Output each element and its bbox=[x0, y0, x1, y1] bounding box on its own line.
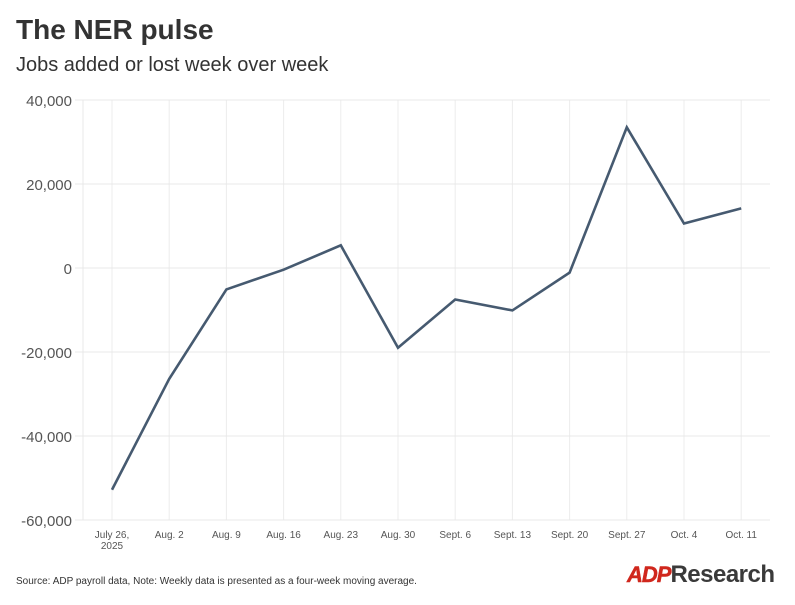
x-tick-label: Oct. 4 bbox=[671, 530, 698, 541]
y-tick-label: 0 bbox=[64, 261, 72, 278]
adp-logo-mark: ADP bbox=[627, 562, 672, 588]
x-tick-label: Aug. 9 bbox=[212, 530, 241, 541]
x-tick-label: Sept. 27 bbox=[608, 530, 646, 541]
y-tick-label: -20,000 bbox=[21, 345, 72, 362]
x-tick-label: Aug. 30 bbox=[381, 530, 416, 541]
chart-subtitle: Jobs added or lost week over week bbox=[16, 54, 329, 76]
logo-research-text: Research bbox=[670, 561, 775, 588]
y-tick-label: 20,000 bbox=[26, 177, 72, 194]
series-line bbox=[110, 124, 742, 491]
x-tick-label: Sept. 6 bbox=[439, 530, 471, 541]
y-tick-label: 40,000 bbox=[26, 93, 72, 110]
adp-research-logo: ADP Research bbox=[627, 561, 775, 589]
x-tick-label: Aug. 16 bbox=[266, 530, 301, 541]
line-chart: 40,000 20,000 0 -20,000 -40,000 -60,000 July 2… bbox=[21, 93, 770, 552]
x-tick-label: Aug. 2 bbox=[155, 530, 184, 541]
x-tick-label: July 26, bbox=[95, 530, 129, 541]
y-tick-label: -60,000 bbox=[21, 513, 72, 530]
y-tick-label: -40,000 bbox=[21, 429, 72, 446]
x-tick-label: Sept. 20 bbox=[551, 530, 589, 541]
x-tick-label: 2025 bbox=[101, 541, 124, 552]
x-tick-label: Oct. 11 bbox=[725, 530, 757, 541]
chart-title: The NER pulse bbox=[16, 14, 214, 45]
x-tick-label: Sept. 13 bbox=[494, 530, 532, 541]
source-note: Source: ADP payroll data, Note: Weekly d… bbox=[16, 576, 417, 587]
x-tick-label: Aug. 23 bbox=[324, 530, 359, 541]
